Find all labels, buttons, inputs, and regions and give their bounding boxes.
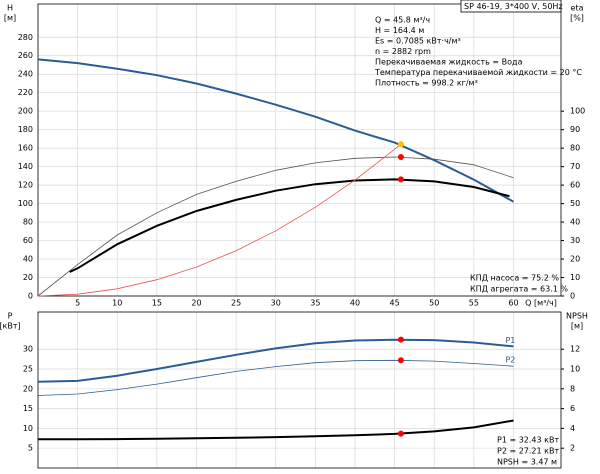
y-tick-label: 260 [18, 51, 33, 60]
y-tick-label: 0 [28, 292, 33, 301]
info-line: Температура перекачиваемой жидкости = 20… [374, 68, 582, 77]
y-axis-label: [м] [4, 14, 16, 23]
x-tick-label: 55 [469, 299, 479, 308]
x-axis-label: Q [м³/ч] [525, 299, 557, 308]
y-tick-label: 15 [23, 404, 33, 413]
operating-point [397, 357, 404, 364]
title-box [460, 0, 562, 13]
chart-title: SP 46-19, 3*400 V, 50Hz [464, 2, 563, 11]
y2-tick-label: 0 [570, 292, 575, 301]
y2-tick-label: 30 [570, 236, 580, 245]
x-tick-label: 30 [271, 299, 281, 308]
y2-tick-label: 80 [570, 144, 580, 153]
curve-label: P1 [505, 336, 515, 345]
y2-tick-label: 40 [570, 218, 580, 227]
note: КПД насоса = 75.2 % [470, 274, 559, 283]
y2-tick-label: 50 [570, 199, 580, 208]
y2-tick-label: 4 [570, 424, 575, 433]
info-line: H = 164.4 м [375, 26, 424, 35]
curve [37, 58, 514, 203]
curve [37, 143, 402, 297]
y2-axis-label: [%] [570, 14, 584, 23]
x-tick-label: 60 [508, 299, 518, 308]
y-tick-label: 200 [18, 107, 33, 116]
y2-tick-label: 10 [570, 273, 580, 282]
y-tick-label: 120 [18, 181, 33, 190]
y-tick-label: 10 [23, 424, 33, 433]
info-line: Перекачиваемая жидкость = Вода [375, 58, 523, 67]
operating-point [397, 430, 404, 437]
x-tick-label: 5 [75, 299, 80, 308]
curve [69, 178, 510, 273]
x-tick-label: 50 [429, 299, 439, 308]
curve [37, 359, 514, 396]
y2-tick-label: 70 [570, 162, 580, 171]
y2-axis-label: NPSH [566, 312, 588, 321]
curve [37, 338, 514, 383]
y-tick-label: 280 [18, 33, 33, 42]
x-tick-label: 25 [231, 299, 241, 308]
info-line: n = 2882 rpm [375, 47, 431, 56]
x-tick-label: 35 [310, 299, 320, 308]
y-tick-label: 160 [18, 144, 33, 153]
note: P2 = 27.21 кВт [497, 447, 559, 456]
operating-point [397, 154, 404, 161]
y2-axis-label: eta [571, 4, 584, 13]
y2-tick-label: 20 [570, 255, 580, 264]
curve [37, 156, 514, 297]
y-axis-label: [кВт] [0, 322, 21, 331]
y-tick-label: 20 [23, 384, 33, 393]
x-tick-label: 40 [350, 299, 360, 308]
y-tick-label: 220 [18, 88, 33, 97]
y-tick-label: 30 [23, 345, 33, 354]
note: КПД агрегата = 63.1 % [470, 285, 568, 294]
y-tick-label: 140 [18, 162, 33, 171]
y-tick-label: 80 [23, 218, 33, 227]
curve [38, 419, 514, 441]
y2-tick-label: 90 [570, 125, 580, 134]
y-tick-label: 240 [18, 70, 33, 79]
y2-tick-label: 6 [570, 404, 575, 413]
x-tick-label: 20 [191, 299, 201, 308]
x-tick-label: 45 [389, 299, 399, 308]
y2-tick-label: 8 [570, 384, 575, 393]
info-line: Es = 0.7085 кВт·ч/м³ [375, 37, 461, 46]
plot-frame [37, 311, 562, 469]
x-tick-label: 15 [152, 299, 162, 308]
y2-axis-label: [м] [571, 322, 583, 331]
y-tick-label: 40 [23, 255, 33, 264]
y-tick-label: 25 [23, 365, 33, 374]
y-tick-label: 5 [28, 444, 33, 453]
curve-label: P2 [505, 356, 515, 365]
operating-point [397, 176, 404, 183]
y-tick-label: 60 [23, 236, 33, 245]
note: P1 = 32.43 кВт [497, 436, 559, 445]
plot-frame [37, 3, 562, 297]
info-line: Q = 45.8 м³/ч [375, 16, 430, 25]
y2-tick-label: 100 [570, 107, 585, 116]
y-tick-label: 20 [23, 273, 33, 282]
info-line: Плотность = 998.2 кг/м³ [375, 79, 478, 88]
y-tick-label: 100 [18, 199, 33, 208]
y2-tick-label: 2 [570, 444, 575, 453]
note: NPSH = 3.47 м [497, 458, 557, 467]
operating-point [397, 141, 404, 148]
y-tick-label: 180 [18, 125, 33, 134]
y2-tick-label: 12 [570, 345, 580, 354]
y2-tick-label: 60 [570, 181, 580, 190]
x-tick-label: 10 [112, 299, 122, 308]
y-axis-label: P [8, 312, 13, 321]
operating-point [397, 336, 404, 343]
y-axis-label: H [7, 4, 13, 13]
y2-tick-label: 10 [570, 365, 580, 374]
